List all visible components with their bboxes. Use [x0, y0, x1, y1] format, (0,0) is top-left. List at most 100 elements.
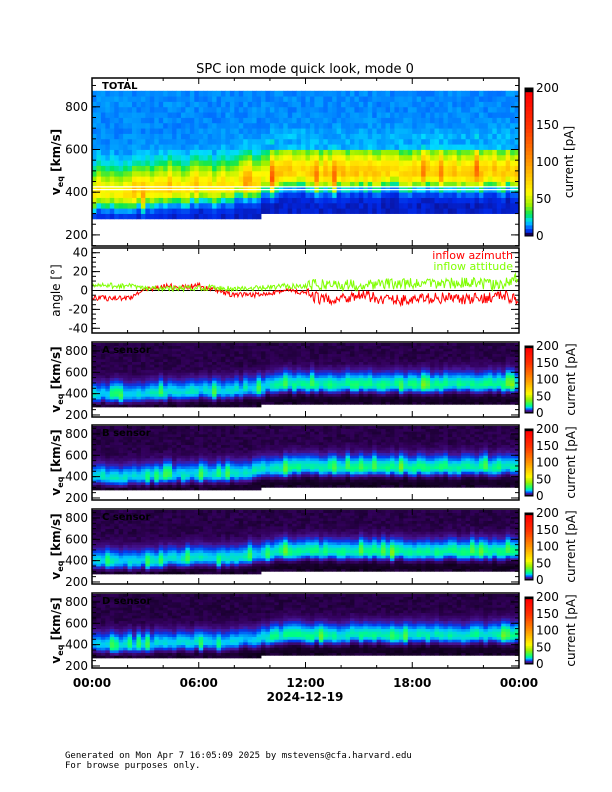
spectrogram-cell	[274, 117, 280, 124]
spectrogram-cell	[407, 382, 413, 387]
spectrogram-cell	[189, 192, 195, 198]
spectrogram-cell	[292, 345, 298, 349]
spectrogram-cell	[332, 390, 338, 395]
spectrogram-cell	[100, 377, 106, 381]
spectrogram-cell	[96, 447, 102, 451]
spectrogram-cell	[92, 144, 97, 150]
spectrogram-cell	[358, 144, 364, 150]
spectrogram-cell	[505, 342, 511, 347]
spectrogram-cell	[140, 382, 146, 387]
spectrogram-cell	[265, 96, 271, 102]
spectrogram-cell	[372, 393, 378, 397]
spectrogram-cell	[123, 460, 128, 464]
spectrogram-cell	[301, 192, 306, 198]
spectrogram-cell	[283, 192, 289, 198]
spectrogram-cell	[354, 358, 360, 363]
spectrogram-cell	[247, 197, 253, 204]
spectrogram-cell	[327, 106, 333, 113]
spectrogram-cell	[207, 353, 213, 357]
spectrogram-cell	[283, 144, 289, 150]
spectrogram-cell	[358, 90, 364, 97]
spectrogram-cell	[261, 96, 266, 102]
spectrogram-cell	[154, 374, 160, 379]
spectrogram-cell	[474, 90, 480, 97]
spectrogram-cell	[461, 181, 467, 188]
spectrogram-cell	[207, 356, 213, 360]
spectrogram-cell	[510, 101, 515, 108]
spectrogram-cell	[456, 202, 462, 209]
spectrogram-cell	[114, 192, 120, 198]
spectrogram-cell	[118, 154, 124, 161]
spectrogram-cell	[163, 356, 169, 360]
spectrogram-cell	[163, 404, 169, 408]
spectrogram-cell	[483, 342, 489, 347]
spectrogram-cell	[172, 128, 177, 134]
spectrogram-cell	[136, 160, 142, 166]
spectrogram-cell	[443, 358, 449, 363]
spectrogram-cell	[92, 380, 97, 384]
spectrogram-cell	[510, 388, 515, 392]
spectrogram-cell	[314, 401, 320, 405]
spectrogram-cell	[314, 398, 320, 403]
spectrogram-cell	[238, 106, 244, 113]
spectrogram-cell	[238, 390, 244, 395]
spectrogram-cell	[149, 213, 155, 220]
spectrogram-cell	[487, 170, 493, 177]
spectrogram-cell	[403, 106, 409, 113]
spectrogram-cell	[114, 439, 120, 443]
spectrogram-cell	[198, 396, 204, 400]
spectrogram-cell	[278, 133, 284, 140]
spectrogram-cell	[505, 401, 511, 405]
spectrogram-cell	[456, 380, 462, 384]
spectrogram-cell	[109, 364, 115, 368]
spectrogram-cell	[167, 364, 173, 368]
spectrogram-cell	[336, 390, 342, 395]
spectrogram-cell	[514, 366, 520, 371]
spectrogram-cell	[278, 342, 284, 347]
spectrogram-cell	[510, 176, 515, 182]
spectrogram-cell	[96, 160, 102, 166]
spectrogram-cell	[180, 208, 186, 214]
spectrogram-cell	[425, 149, 431, 156]
spectrogram-cell	[100, 106, 106, 113]
spectrogram-cell	[358, 380, 364, 384]
spectrogram-cell	[252, 380, 257, 384]
spectrogram-cell	[483, 170, 489, 177]
spectrogram-cell	[501, 96, 507, 102]
spectrogram-cell	[283, 388, 289, 392]
spectrogram-cell	[274, 361, 280, 365]
spectrogram-cell	[492, 133, 498, 140]
spectrogram-cell	[274, 369, 280, 373]
spectrogram-cell	[452, 380, 458, 384]
spectrogram-cell	[438, 393, 444, 397]
spectrogram-cell	[145, 154, 151, 161]
spectrogram-cell	[216, 345, 222, 349]
spectrogram-cell	[114, 428, 120, 432]
spectrogram-cell	[452, 369, 458, 373]
spectrogram-cell	[505, 160, 511, 166]
spectrogram-cell	[447, 144, 453, 150]
spectrogram-cell	[203, 350, 209, 355]
spectrogram-cell	[269, 353, 275, 357]
spectrogram-cell	[434, 372, 440, 376]
spectrogram-cell	[132, 154, 137, 161]
spectrogram-cell	[336, 122, 342, 129]
spectrogram-cell	[189, 128, 195, 134]
spectrogram-cell	[154, 106, 160, 113]
spectrogram-cell	[465, 401, 471, 405]
spectrogram-cell	[163, 106, 169, 113]
spectrogram-cell	[127, 350, 133, 355]
spectrogram-cell	[447, 364, 453, 368]
spectrogram-cell	[180, 90, 186, 97]
spectrogram-cell	[154, 401, 160, 405]
spectrogram-cell	[496, 149, 502, 156]
spectrogram-cell	[305, 361, 311, 365]
spectrogram-cell	[318, 388, 324, 392]
spectrogram-cell	[430, 358, 435, 363]
spectrogram-cell	[149, 393, 155, 397]
spectrogram-cell	[465, 106, 471, 113]
spectrogram-cell	[198, 213, 204, 220]
spectrogram-cell	[305, 154, 311, 161]
colorbar-segment	[525, 221, 533, 226]
spectrogram-cell	[390, 356, 395, 360]
